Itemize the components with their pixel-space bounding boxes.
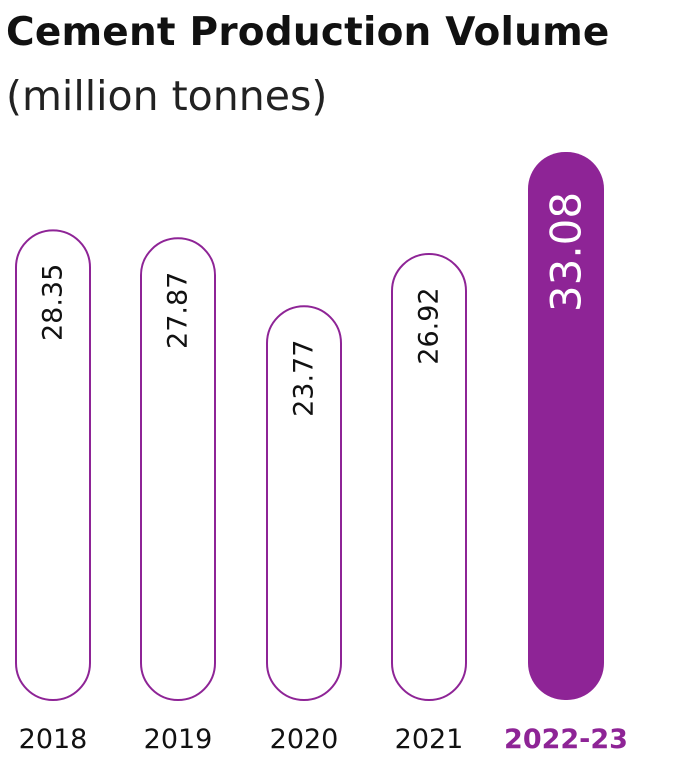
value-label-2021: 26.92 [414,287,445,364]
value-label-2019: 27.87 [163,272,194,349]
value-label-2020: 23.77 [289,340,320,417]
category-label-2022-23: 2022-23 [504,724,628,755]
bar-2018 [15,229,91,701]
category-label-2020: 2020 [270,724,339,755]
value-label-2022-23: 33.08 [542,192,591,312]
category-label-2019: 2019 [144,724,213,755]
chart-title: Cement Production Volume [6,10,610,55]
chart-subtitle: (million tonnes) [6,72,328,120]
bar-2021 [391,253,467,701]
category-label-2021: 2021 [395,724,464,755]
bar-2019 [140,237,216,701]
category-label-2018: 2018 [19,724,88,755]
bar-2022-23 [528,152,604,700]
value-label-2018: 28.35 [38,264,69,341]
bar-2020 [266,305,342,701]
